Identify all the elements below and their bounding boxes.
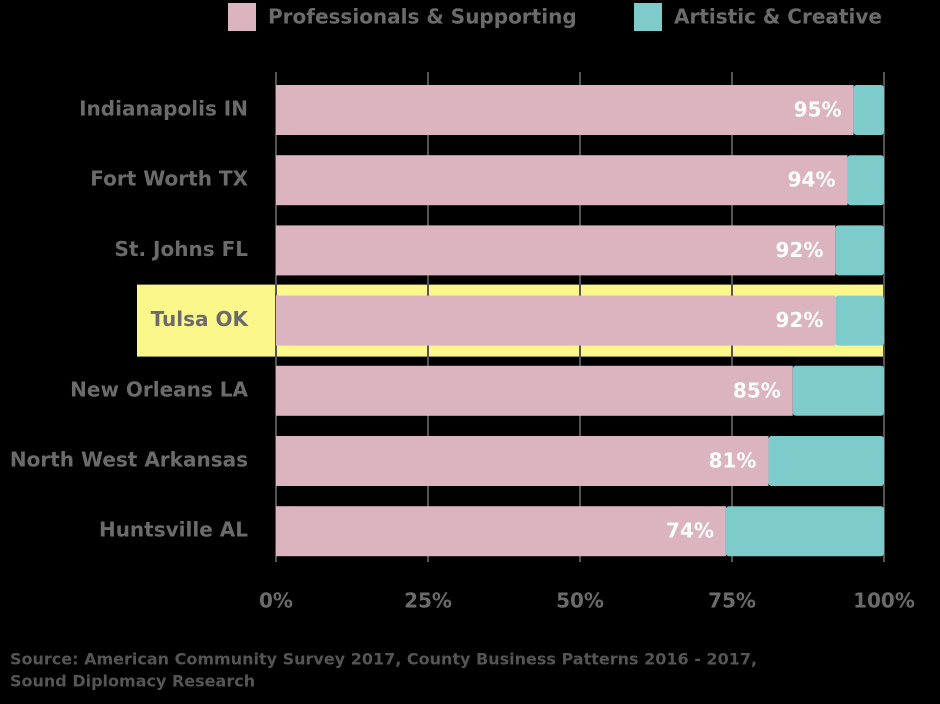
value-label: 95% [794,98,842,122]
bar-segment [853,85,884,135]
value-label: 92% [775,308,823,332]
value-label: 74% [666,519,714,543]
legend-swatch [634,3,662,31]
legend-label: Artistic & Creative [674,5,882,29]
bar-segment [276,295,836,346]
value-label: 94% [788,168,836,192]
value-label: 92% [775,238,823,262]
bar-segment [835,225,884,276]
bar-segment [276,506,726,557]
y-tick-label: Fort Worth TX [90,167,248,191]
bar-segment [768,436,884,486]
value-label: 81% [709,449,757,473]
source-note: Source: American Community Survey 2017, … [10,650,757,669]
bar-segment [276,225,836,276]
bar-segment [276,436,769,486]
y-tick-label: North West Arkansas [10,448,248,472]
x-tick-label: 25% [404,589,452,613]
y-tick-label: Tulsa OK [151,307,250,331]
bar-segment [276,365,793,416]
bar-segment [835,295,884,346]
bar-segment [276,155,848,206]
bar-segment [276,85,854,135]
y-tick-label: St. Johns FL [115,237,249,261]
y-tick-label: Indianapolis IN [79,97,248,121]
x-tick-label: 75% [708,589,756,613]
y-tick-label: New Orleans LA [70,377,248,401]
legend-swatch [228,3,256,31]
x-tick-label: 0% [259,589,293,613]
y-tick-label: Huntsville AL [99,518,248,542]
source-note: Sound Diplomacy Research [10,672,255,691]
legend-label: Professionals & Supporting [268,5,577,29]
bar-segment [847,155,884,206]
x-tick-label: 50% [556,589,604,613]
bar-segment [725,506,884,557]
bar-segment [792,365,884,416]
x-tick-label: 100% [853,589,915,613]
value-label: 85% [733,378,781,402]
